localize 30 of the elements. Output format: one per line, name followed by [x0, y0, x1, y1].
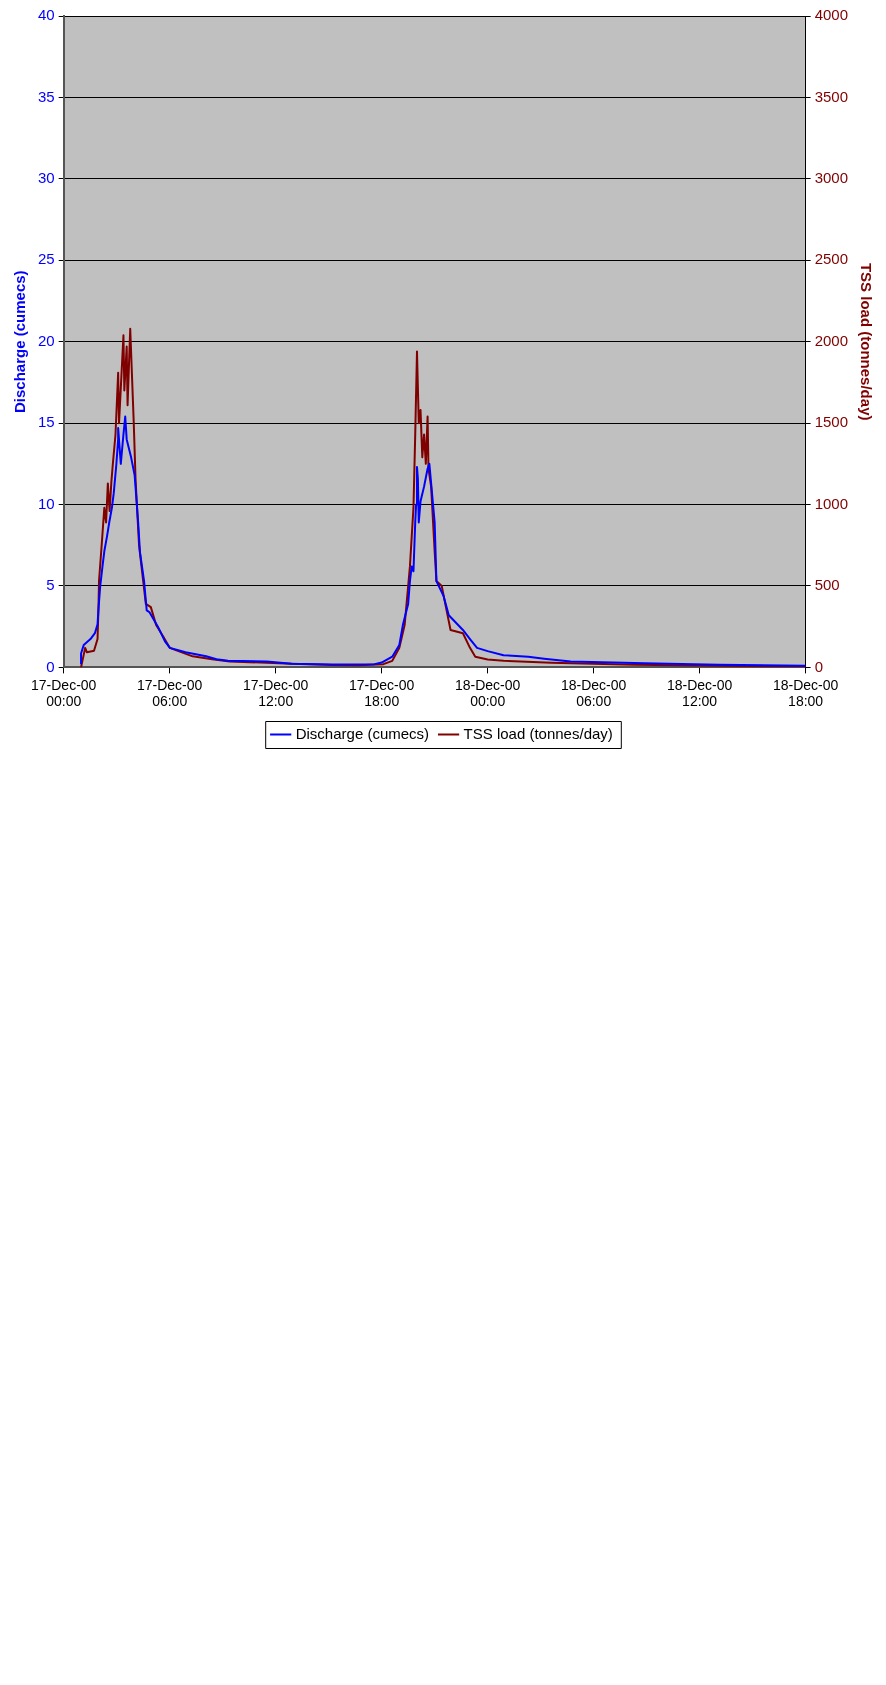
y2-tick-label: 2000 — [814, 331, 849, 349]
y-tick-label: 10 — [38, 494, 55, 512]
y-tick-label: 25 — [38, 250, 55, 268]
y-tick-label: 40 — [38, 6, 55, 24]
y2-tick-label: 0 — [814, 657, 823, 675]
y-axis-title: Discharge (cumecs) — [11, 270, 29, 413]
x-tick-label: 18-Dec-00 12:00 — [666, 676, 733, 710]
y2-tick-label: 4000 — [814, 6, 849, 24]
x-tick-label: 18-Dec-00 18:00 — [772, 676, 839, 710]
legend-label: Discharge (cumecs) — [295, 724, 430, 742]
y-tick-label: 0 — [46, 657, 55, 675]
y-tick-label: 15 — [38, 413, 55, 431]
y2-tick-label: 3500 — [814, 87, 849, 105]
x-tick-label: 17-Dec-00 12:00 — [242, 676, 309, 710]
y2-axis-title: TSS load (tonnes/day) — [857, 262, 875, 421]
y2-tick-label: 1000 — [814, 494, 849, 512]
y-tick-label: 35 — [38, 87, 55, 105]
y2-tick-label: 500 — [814, 576, 840, 594]
x-tick-label: 17-Dec-00 06:00 — [136, 676, 203, 710]
x-tick-label: 17-Dec-00 00:00 — [31, 676, 97, 710]
y2-tick-label: 2500 — [814, 250, 849, 268]
y-tick-label: 20 — [38, 331, 55, 349]
y-tick-label: 30 — [38, 168, 55, 186]
y2-tick-label: 1500 — [814, 413, 849, 431]
legend-label: TSS load (tonnes/day) — [463, 724, 613, 742]
x-tick-label: 18-Dec-00 00:00 — [454, 676, 521, 710]
x-tick-label: 18-Dec-00 06:00 — [560, 676, 627, 710]
x-tick-label: 17-Dec-00 18:00 — [348, 676, 415, 710]
y2-tick-label: 3000 — [814, 168, 849, 186]
y-tick-label: 5 — [46, 576, 55, 594]
